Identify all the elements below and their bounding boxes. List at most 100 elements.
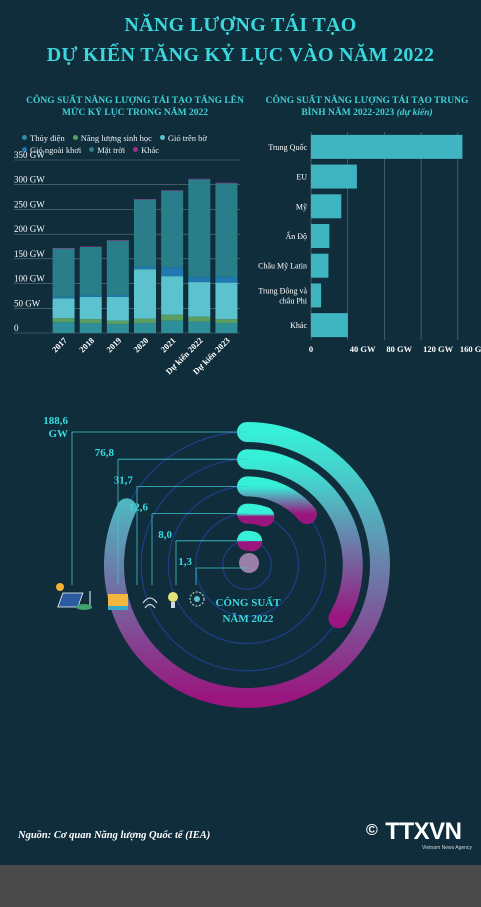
x-tick-label: 80 GW [386,344,412,354]
bar-segment-gio-tren-bo [134,269,156,319]
radial-bar [237,503,275,527]
legend-label: Gió trên bờ [167,133,207,143]
y-tick-label: 0 [14,323,19,333]
main-title-line1: NĂNG LƯỢNG TÁI TẠO [124,14,357,36]
x-tick-label: 40 GW [350,344,376,354]
category-label: Châu Mỹ Latin [258,262,307,271]
y-tick-label: 150 GW [14,249,45,259]
category-label: Ấn Độ [285,231,307,241]
bar-segment-mat-troi [188,179,211,278]
bar-segment-gio-tren-bo [215,282,238,320]
legend-swatch [22,135,27,140]
bar-segment-thuy-dien [215,323,238,333]
bar-segment-mat-troi [161,190,184,268]
category-label: Khác [290,321,307,330]
x-tick-label: 2017 [50,335,70,355]
logo-subtitle: Vietnam News Agency [422,845,472,851]
bar-segment-gio-ngoai-khoi [52,296,75,299]
hbar-chart-title: CÔNG SUẤT NĂNG LƯỢNG TÁI TẠO TRUNG BÌNH … [262,95,472,119]
legend-label: Năng lượng sinh học [80,133,152,143]
bar-segment-gio-tren-bo [106,296,129,321]
bar-segment-gio-ngoai-khoi [188,277,211,283]
bar [311,283,322,308]
y-tick-label: 200 GW [14,224,45,234]
bar-segment-nang-luong-sinh-hoc [188,316,211,322]
radial-title-line1: CÔNG SUẤT [215,596,281,609]
category-label: Trung Đông và châu Phi [258,286,307,305]
bar-segment-nang-luong-sinh-hoc [215,319,238,324]
bulb-base [171,602,175,608]
bar-segment-gio-tren-bo [52,298,75,319]
horizontal-bar-chart: 0 40 GW 80 GW 120 GW 160 GW Trung Quốc EU Mỹ Ấn … [258,132,481,354]
bar-segment-mat-troi [79,246,102,296]
bar-segment-gio-ngoai-khoi [215,276,238,283]
value-label: 8,0 [158,529,172,541]
radial-bar [237,530,263,552]
stacked-chart-legend: Thủy điện Năng lượng sinh học Gió trên bờ G… [22,132,252,156]
bar-segment-nang-luong-sinh-hoc [134,318,156,324]
radial-bar [104,422,390,708]
radial-title-line2: NĂM 2022 [222,613,274,625]
hbar-title-text: CÔNG SUẤT NĂNG LƯỢNG TÁI TẠO TRUNG BÌNH … [265,96,469,118]
bar [311,164,357,189]
copyright-symbol: © [366,822,378,839]
bar-segment-gio-tren-bo [188,282,211,317]
x-tick-label: 2018 [77,335,96,354]
bar-segment-gio-tren-bo [79,296,102,320]
ttxvn-logo: © TTXVN Vietnam News Agency [366,818,472,851]
legend-item-gio-tren-bo: Gió trên bờ [159,132,207,144]
bar-segment-gio-ngoai-khoi [161,267,184,277]
hbar-title-note: (dự kiến) [396,108,433,118]
x-tick-label: 0 [309,344,313,354]
other-energy-icon [189,591,205,607]
y-tick-label: 250 GW [14,199,45,209]
y-tick-label: 50 GW [14,298,41,308]
core-shape [194,596,200,602]
legend-item-thuy-dien: Thủy điện [22,132,65,144]
y-tick-label: 100 GW [14,274,45,284]
value-unit: GW [48,428,68,440]
value-label: 12,6 [129,502,149,514]
radial-bar [237,476,317,525]
sun-shape [56,583,64,591]
bar-segment-mat-troi [134,199,156,267]
ground-shape [76,604,92,610]
main-title-line2: DỰ KIẾN TĂNG KỶ LỤC VÀO NĂM 2022 [46,44,435,66]
bar-segment-nang-luong-sinh-hoc [79,319,102,324]
radial-bar [237,449,363,629]
value-label: 76,8 [95,447,115,459]
bar-segment-thuy-dien [188,321,211,333]
legend-label: Thủy điện [30,133,65,143]
bioenergy-icon [168,592,178,608]
legend-swatch [159,135,165,140]
solar-panel-icon [56,583,84,608]
stacked-chart-title: CÔNG SUẤT NĂNG LƯỢNG TÁI TẠO TĂNG LÊN MỨ… [26,96,244,118]
value-label: 188,6 [43,415,68,427]
radial-bar-chart: 188,6GW 76,8 31,7 12,6 8,0 1,3 CÔNG SUẤT NĂM 20… [43,415,390,708]
bar-segment-gio-ngoai-khoi [79,295,102,297]
legend-item-gio-ngoai-khoi: Gió ngoài khơi [22,144,81,156]
bar [311,313,348,338]
legend-swatch [22,147,27,152]
logo-text: TTXVN [385,818,462,845]
wind-turbine-icon [76,591,92,610]
bulb-shape [168,592,178,602]
bar-segment-thuy-dien [134,323,156,333]
bar [311,253,329,278]
bar-segment-nang-luong-sinh-hoc [161,314,184,321]
legend-swatch [89,147,95,152]
wave-shape [142,597,158,609]
panel-shape [57,592,84,608]
legend-label: Mặt trời [97,145,126,155]
bar-segment-thuy-dien [106,324,129,333]
leaf-ring-shape [189,591,205,607]
value-label: 1,3 [178,556,192,568]
bar-segment-gio-tren-bo [161,276,184,315]
category-label: Trung Quốc [268,143,307,152]
bar-segment-thuy-dien [52,322,75,333]
bar-segment-nang-luong-sinh-hoc [52,318,75,323]
bar-segment-gio-ngoai-khoi [106,294,129,297]
category-label: EU [296,173,307,182]
bar-segment-thuy-dien [161,320,184,333]
water-shape [108,606,128,610]
